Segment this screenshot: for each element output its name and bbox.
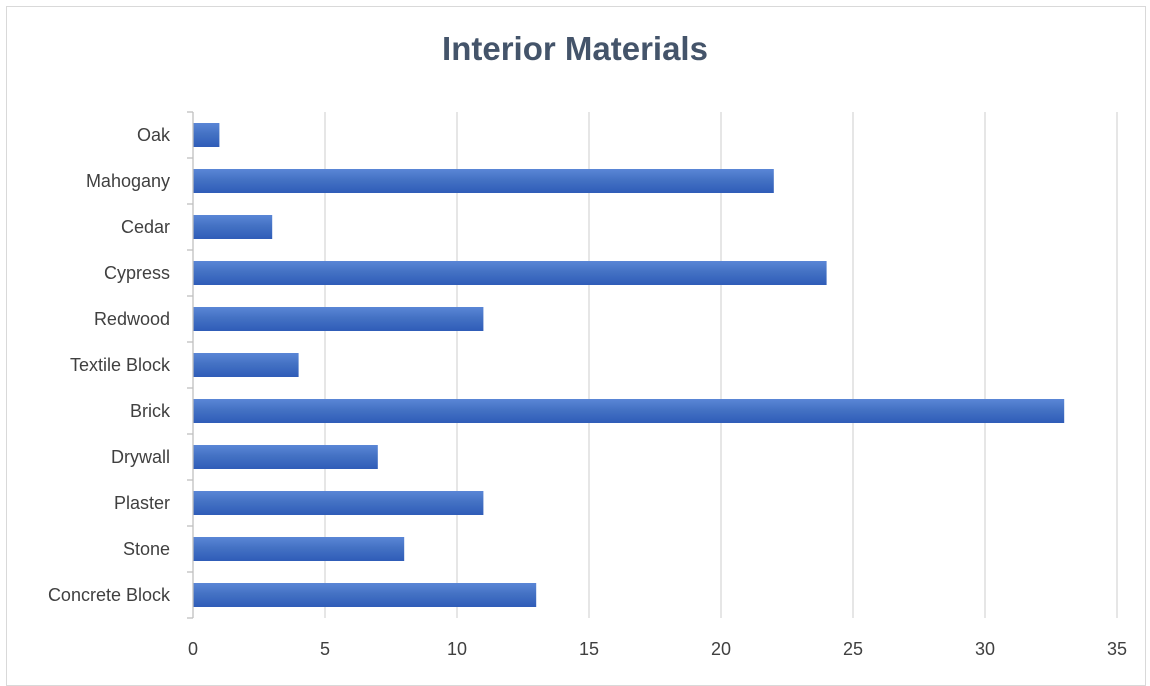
x-tick-label: 20: [711, 639, 731, 659]
x-tick-label: 15: [579, 639, 599, 659]
x-tick-label: 35: [1107, 639, 1127, 659]
y-tick-label: Cedar: [121, 217, 170, 237]
y-tick-label: Cypress: [104, 263, 170, 283]
y-tick-label: Brick: [130, 401, 171, 421]
x-tick-label: 0: [188, 639, 198, 659]
bar-brick: [193, 399, 1065, 423]
y-tick-label: Mahogany: [86, 171, 170, 191]
chart-frame: [6, 6, 1146, 686]
bar-plaster: [193, 491, 484, 515]
bar-cypress: [193, 261, 827, 285]
bar-drywall: [193, 445, 378, 469]
chart-title: Interior Materials: [442, 30, 708, 67]
y-tick-label: Textile Block: [70, 355, 171, 375]
bar-textile-block: [193, 353, 299, 377]
y-tick-label: Oak: [137, 125, 171, 145]
y-tick-label: Redwood: [94, 309, 170, 329]
x-tick-label: 5: [320, 639, 330, 659]
y-tick-label: Stone: [123, 539, 170, 559]
bar-mahogany: [193, 169, 774, 193]
x-tick-label: 10: [447, 639, 467, 659]
bar-oak: [193, 123, 220, 147]
x-tick-label: 30: [975, 639, 995, 659]
bar-redwood: [193, 307, 484, 331]
y-tick-label: Plaster: [114, 493, 170, 513]
y-tick-label: Concrete Block: [48, 585, 171, 605]
y-tick-label: Drywall: [111, 447, 170, 467]
bar-concrete-block: [193, 583, 537, 607]
bar-stone: [193, 537, 405, 561]
x-tick-label: 25: [843, 639, 863, 659]
bar-cedar: [193, 215, 273, 239]
